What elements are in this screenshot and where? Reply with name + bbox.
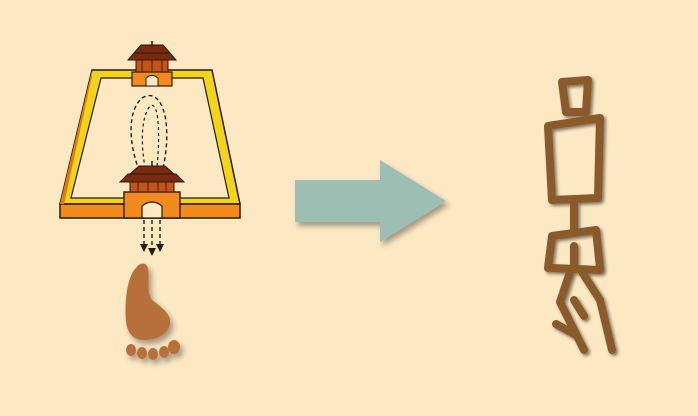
front-gate-tower [118,161,186,219]
city-wall-side [60,70,92,204]
ancient-character-icon [544,76,616,354]
exit-arrows [140,220,164,256]
back-gate-tower [126,41,178,87]
walled-city-icon [59,41,241,256]
footprint-icon [125,263,180,360]
walk-path-inner [141,104,160,187]
right-arrow-icon [295,160,446,242]
walk-path [130,95,168,187]
